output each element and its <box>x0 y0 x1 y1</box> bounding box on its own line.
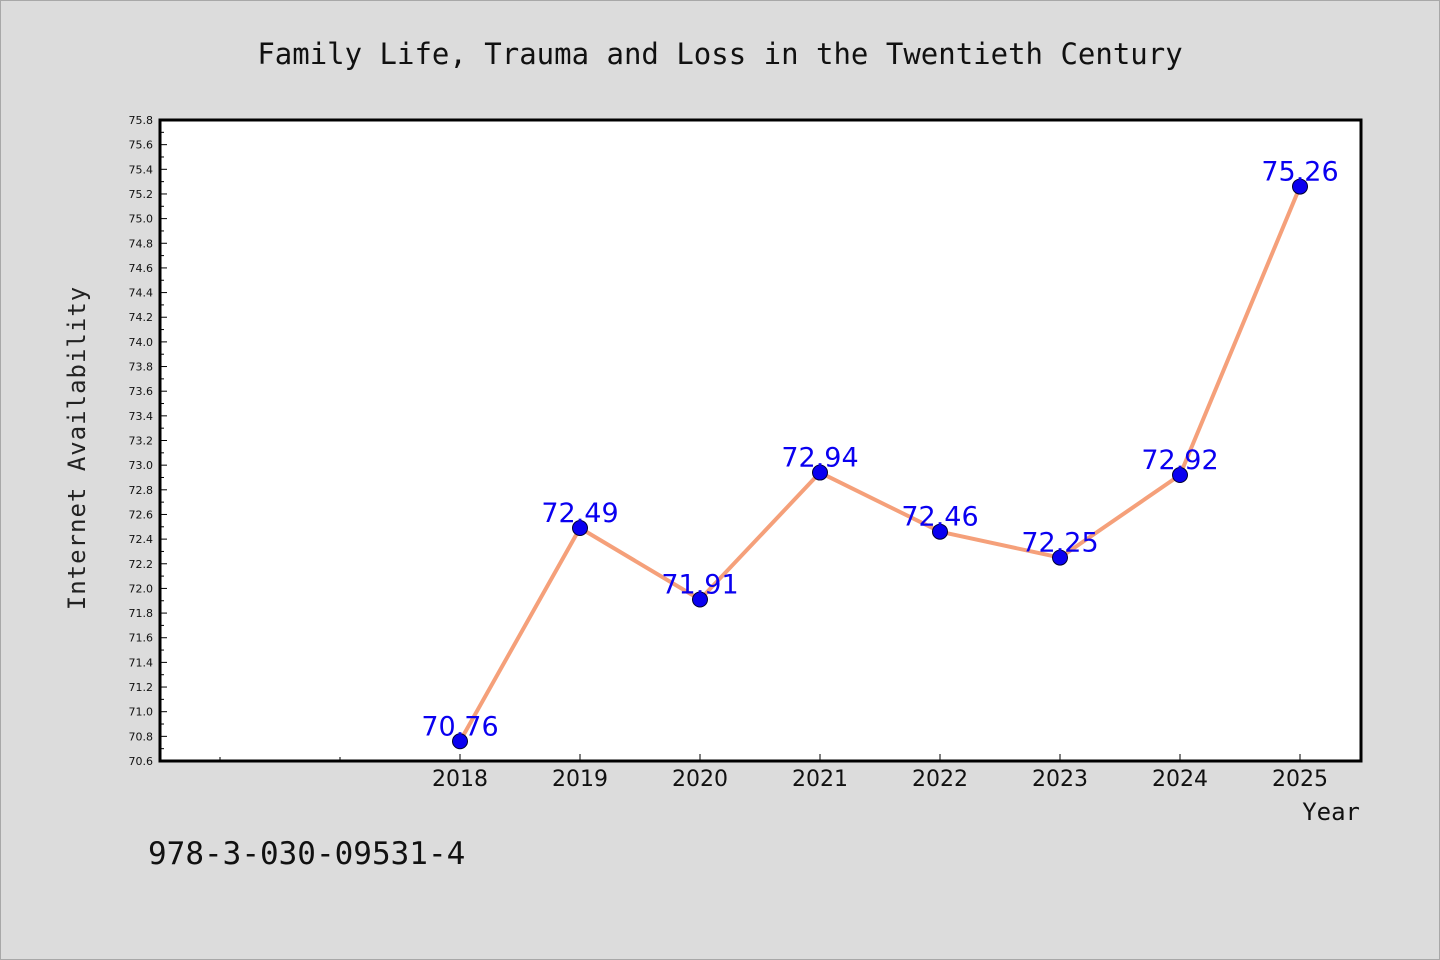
y-tick-label: 75.6 <box>129 139 154 152</box>
y-tick-label: 75.4 <box>129 163 154 176</box>
x-tick-label: 2020 <box>672 767 728 792</box>
y-tick-label: 75.8 <box>129 114 154 127</box>
data-point <box>812 464 828 481</box>
data-label: 70.76 <box>421 711 498 742</box>
data-point <box>1172 467 1188 484</box>
data-label: 72.94 <box>781 443 858 474</box>
y-axis-label: Internet Availability <box>63 286 91 610</box>
y-axis: 70.6 70.8 71.0 71.2 71.4 71.6 71.8 72.0 72.2 72.4… <box>129 114 167 768</box>
y-tick-label: 71.4 <box>129 656 154 669</box>
y-tick-label: 71.2 <box>129 681 154 694</box>
x-tick-label: 2019 <box>552 767 608 792</box>
y-tick-label: 74.8 <box>129 237 154 250</box>
y-tick-label: 74.0 <box>129 336 154 349</box>
y-tick-label: 73.6 <box>129 385 154 398</box>
data-point <box>452 733 468 750</box>
data-label: 72.25 <box>1021 528 1098 559</box>
y-tick-label: 73.4 <box>129 410 154 423</box>
data-label: 71.91 <box>661 570 738 601</box>
y-tick-label: 75.2 <box>129 188 154 201</box>
y-tick-label: 73.0 <box>129 459 154 472</box>
x-tick-label: 2022 <box>912 767 968 792</box>
y-tick-label: 73.2 <box>129 435 154 448</box>
x-tick-label: 2025 <box>1272 767 1328 792</box>
y-tick-label: 72.2 <box>129 558 154 571</box>
y-tick-label: 72.0 <box>129 582 154 595</box>
series-line <box>458 185 1302 743</box>
y-tick-label: 74.6 <box>129 262 154 275</box>
x-tick-label: 2023 <box>1032 767 1088 792</box>
y-tick-label: 71.0 <box>129 706 154 719</box>
y-tick-label: 74.4 <box>129 287 154 300</box>
y-tick-label: 72.6 <box>129 508 154 521</box>
y-tick-label: 70.6 <box>129 755 154 768</box>
data-label: 75.26 <box>1261 157 1338 188</box>
data-label: 72.46 <box>901 502 978 533</box>
y-tick-label: 72.8 <box>129 484 154 497</box>
x-axis: 2018 2019 2020 2021 2022 2023 2024 2025 <box>219 754 1328 792</box>
y-tick-label: 73.8 <box>129 361 154 374</box>
data-point <box>572 520 588 537</box>
data-label: 72.49 <box>541 498 618 529</box>
data-point <box>932 523 948 540</box>
chart-title: Family Life, Trauma and Loss in the Twen… <box>257 37 1182 71</box>
data-point <box>1292 178 1308 195</box>
y-tick-label: 72.4 <box>129 533 154 546</box>
y-tick-label: 70.8 <box>129 730 154 743</box>
x-tick-label: 2018 <box>432 767 488 792</box>
series-layer: 70.76 72.49 71.91 72.94 72.46 72.25 72.92 75.26 <box>421 157 1339 750</box>
data-label: 72.92 <box>1141 445 1218 476</box>
y-tick-label: 74.2 <box>129 311 154 324</box>
x-tick-label: 2024 <box>1152 767 1208 792</box>
y-tick-label: 71.6 <box>129 632 154 645</box>
y-tick-label: 75.0 <box>129 213 154 226</box>
x-tick-label: 2021 <box>792 767 848 792</box>
data-point <box>692 591 708 608</box>
data-point <box>1052 549 1068 566</box>
y-tick-label: 71.8 <box>129 607 154 620</box>
x-axis-label: Year <box>1302 798 1360 826</box>
isbn-text: 978-3-030-09531-4 <box>148 836 465 872</box>
plot-area <box>158 118 1363 763</box>
